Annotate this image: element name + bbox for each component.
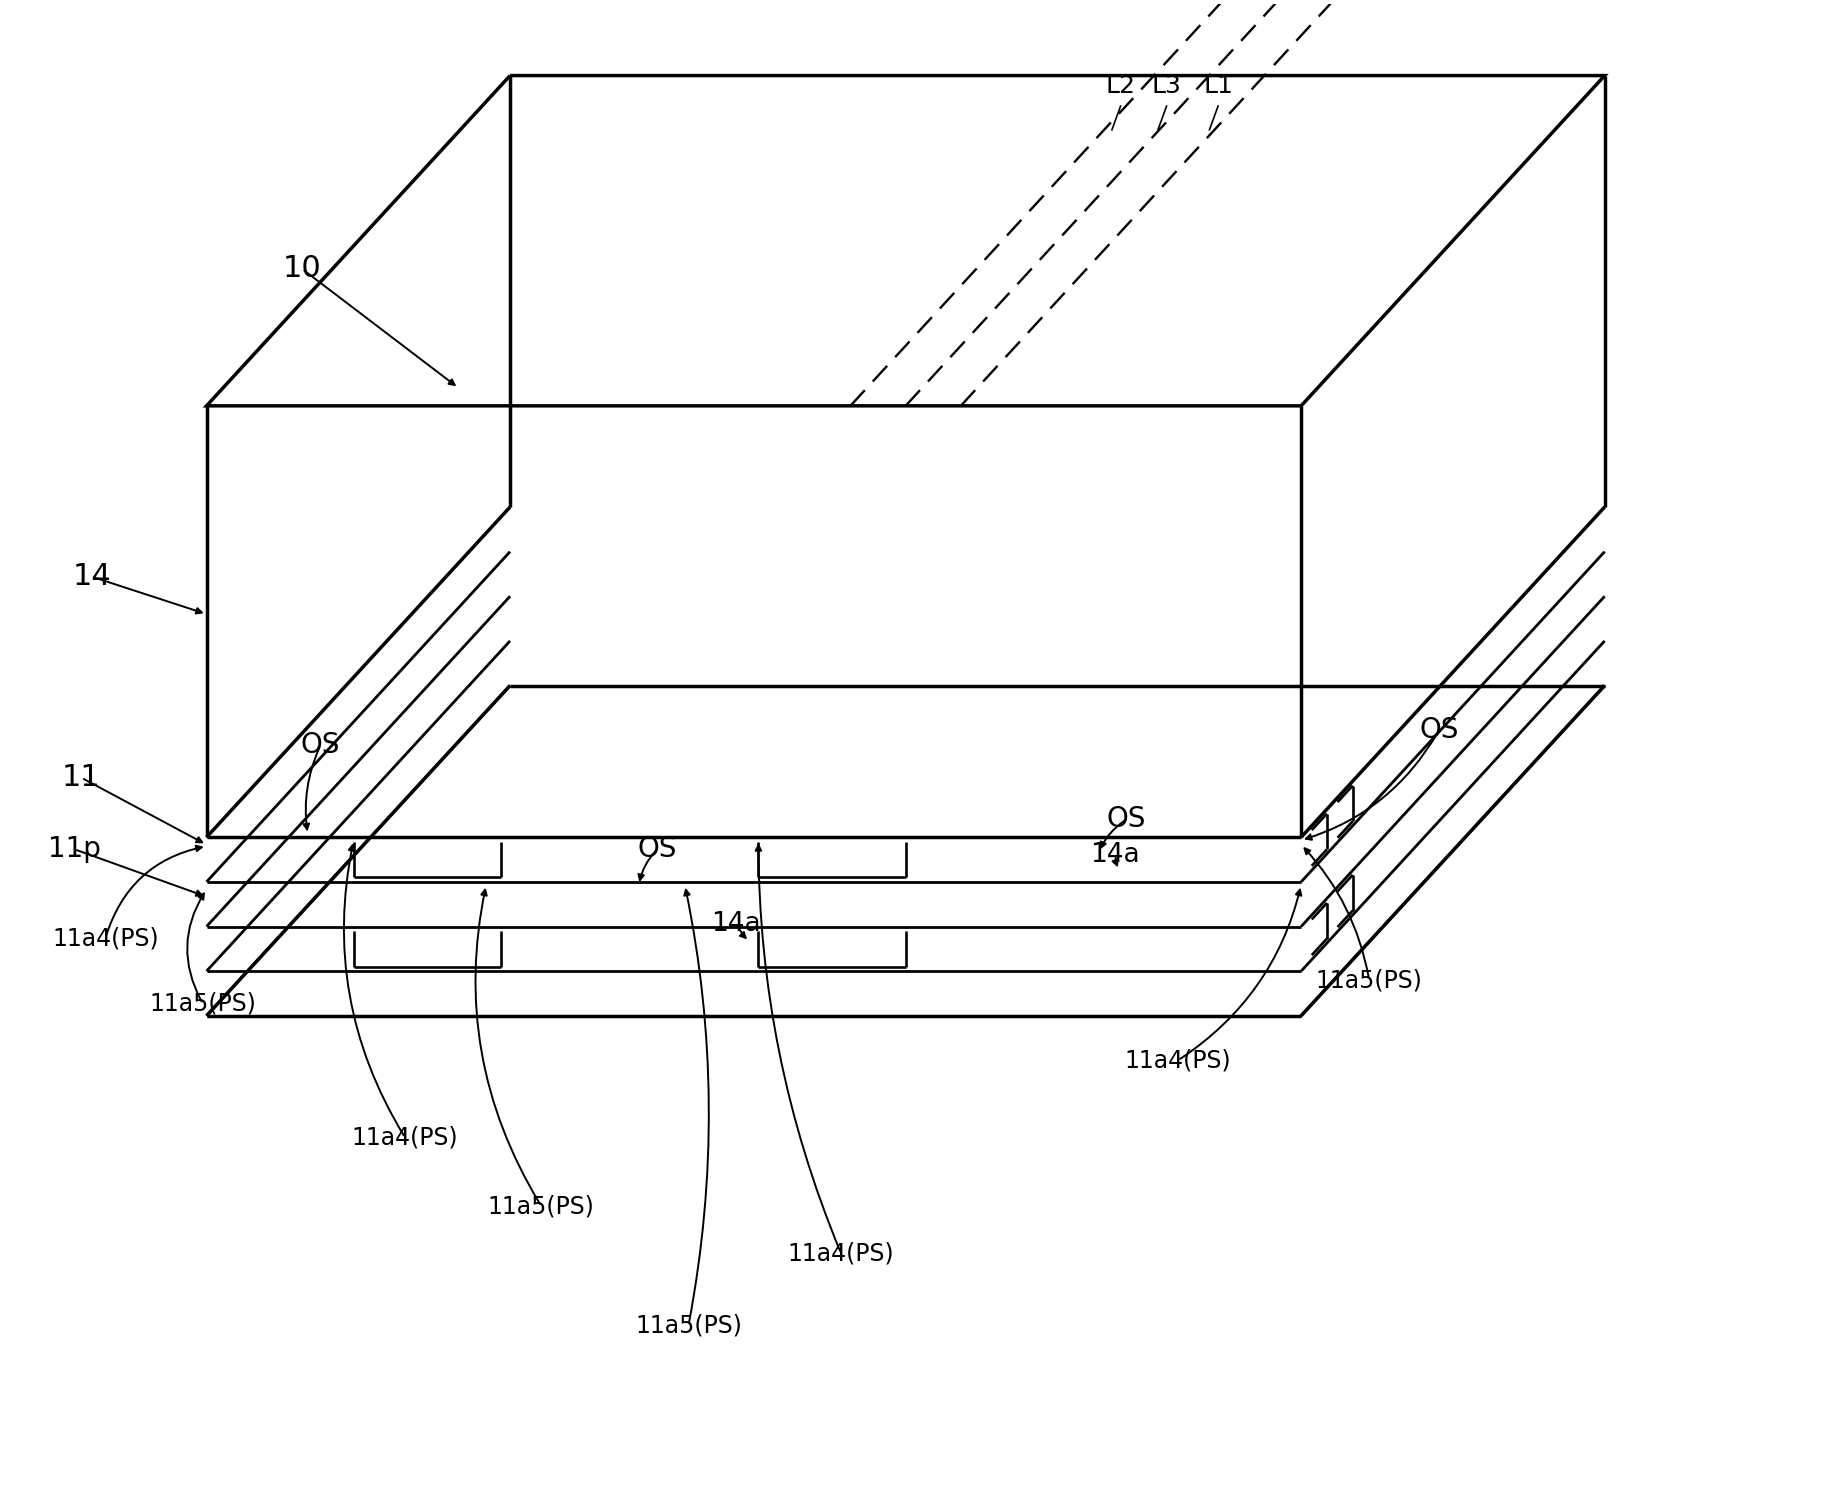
Text: 11a5(PS): 11a5(PS) <box>150 992 257 1016</box>
Text: 10: 10 <box>283 254 322 283</box>
Text: 11a5(PS): 11a5(PS) <box>488 1194 595 1218</box>
Text: 14: 14 <box>74 562 113 591</box>
Text: OS: OS <box>1419 717 1458 744</box>
Text: L3: L3 <box>1151 73 1181 99</box>
Text: OS: OS <box>301 732 340 758</box>
Text: L1: L1 <box>1203 73 1233 99</box>
Text: 11a4(PS): 11a4(PS) <box>351 1126 458 1150</box>
Text: 11a4(PS): 11a4(PS) <box>787 1242 894 1266</box>
Text: 11: 11 <box>63 763 102 793</box>
Text: 14a: 14a <box>1090 842 1140 868</box>
Text: 11a4(PS): 11a4(PS) <box>1125 1049 1231 1073</box>
Text: OS: OS <box>638 835 676 863</box>
Text: 11a5(PS): 11a5(PS) <box>1316 968 1423 992</box>
Text: OS: OS <box>1107 805 1146 833</box>
Text: 11a4(PS): 11a4(PS) <box>52 926 159 950</box>
Text: L2: L2 <box>1105 73 1137 99</box>
Text: 11p: 11p <box>48 835 100 863</box>
Text: 11a5(PS): 11a5(PS) <box>636 1313 741 1337</box>
Text: 14a: 14a <box>711 911 761 936</box>
